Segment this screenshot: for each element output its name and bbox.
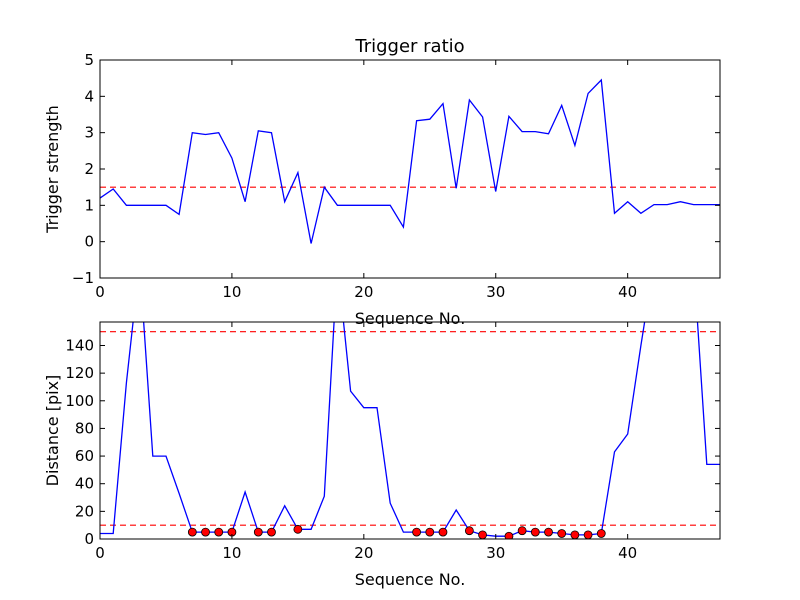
x-tick-label: 10 [222,544,241,562]
data-point-marker [412,527,421,537]
data-point-marker [530,527,540,537]
y-tick-label: 1 [84,196,94,214]
y-tick-label: 3 [84,124,94,142]
chart-title: Trigger ratio [354,36,464,57]
data-point-marker [267,527,276,537]
data-point-marker [293,524,303,534]
y-tick-label: 80 [75,419,94,437]
y-tick-label: −1 [72,269,94,287]
series-line [100,322,720,537]
x-tick-label: 30 [486,283,505,301]
x-tick-label: 40 [618,544,637,562]
x-tick-label: 20 [354,283,373,301]
data-point-marker [583,530,593,539]
y-tick-label: 2 [84,160,94,178]
plot-area [100,78,720,244]
data-point-marker [557,529,567,538]
data-point-marker [201,527,210,537]
x-tick-label: 40 [618,283,637,301]
data-point-marker [425,527,435,537]
plot-area [100,322,720,539]
x-tick-label: 0 [95,283,105,301]
y-tick-label: 20 [75,502,94,520]
data-point-marker [544,527,553,537]
y-tick-label: 4 [84,87,94,105]
data-point-marker [478,530,487,539]
x-tick-label: 30 [486,544,505,562]
data-point-marker [464,526,474,536]
y-tick-label: 5 [84,51,94,69]
y-axis-label: Distance [pix] [43,375,62,487]
y-tick-label: 140 [65,336,94,354]
data-point-marker [596,529,606,538]
distance-panel: 0 10 20 30 40 0 20 40 60 80 100 120 140 Sequence No. D… [43,321,721,589]
data-point-marker [517,526,527,536]
data-point-marker [438,527,448,537]
data-point-marker [504,531,514,539]
plot-frame [99,321,721,540]
data-point-marker [187,527,197,537]
x-tick-label: 10 [222,283,241,301]
x-axis-label: Sequence No. [355,570,466,589]
x-tick-label: 0 [95,544,105,562]
data-point-marker [570,530,580,539]
y-tick-label: 0 [84,530,94,548]
y-axis-label: Trigger strength [43,105,62,234]
data-point-marker [253,527,263,537]
x-axis-label: Sequence No. [355,309,466,328]
y-tick-label: 60 [75,447,94,465]
x-tick-label: 20 [354,544,373,562]
data-point-marker [214,527,224,537]
y-tick-label: 0 [84,233,94,251]
y-tick-label: 100 [65,392,94,410]
y-tick-label: 120 [65,364,94,382]
y-tick-label: 40 [75,475,94,493]
series-line [100,78,720,244]
